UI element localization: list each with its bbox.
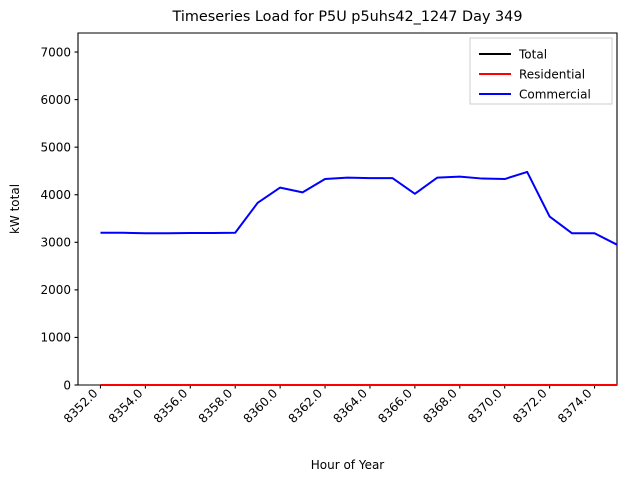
y-tick-label: 5000 [40,140,71,154]
legend-label-commercial: Commercial [519,87,591,101]
y-tick-label: 3000 [40,236,71,250]
series-group [100,170,618,386]
x-tick-label: 8360.0 [241,386,281,426]
x-tick-label: 8364.0 [330,386,370,426]
x-tick-label: 8358.0 [196,386,236,426]
x-tick-label: 8368.0 [420,386,460,426]
y-axis: 0 1000 2000 3000 4000 5000 6000 7000 [40,45,78,392]
legend-label-total: Total [518,47,547,61]
legend: Total Residential Commercial [469,37,613,105]
y-tick-label: 7000 [40,45,71,59]
legend-item: Residential [479,67,585,81]
x-tick-label: 8362.0 [286,386,326,426]
y-tick-label: 2000 [40,283,71,297]
y-tick-label: 4000 [40,188,71,202]
y-tick-label: 6000 [40,93,71,107]
legend-item: Commercial [479,87,591,101]
x-axis-label: Hour of Year [311,458,385,472]
x-tick-label: 8354.0 [106,386,146,426]
x-tick-label: 8356.0 [151,386,191,426]
x-tick-label: 8370.0 [465,386,505,426]
x-tick-label: 8372.0 [510,386,550,426]
legend-item: Total [479,47,547,61]
x-tick-label: 8366.0 [375,386,415,426]
y-axis-label: kW total [8,184,22,234]
chart-title: Timeseries Load for P5U p5uhs42_1247 Day… [172,9,523,25]
x-axis: 8352.0 8354.0 8356.0 8358.0 8360.0 8362.0 8364… [61,385,596,426]
x-tick-label: 8374.0 [555,386,595,426]
series-line-commercial [100,170,618,246]
y-tick-label: 0 [63,378,71,392]
legend-label-residential: Residential [519,67,585,81]
y-tick-label: 1000 [40,331,71,345]
